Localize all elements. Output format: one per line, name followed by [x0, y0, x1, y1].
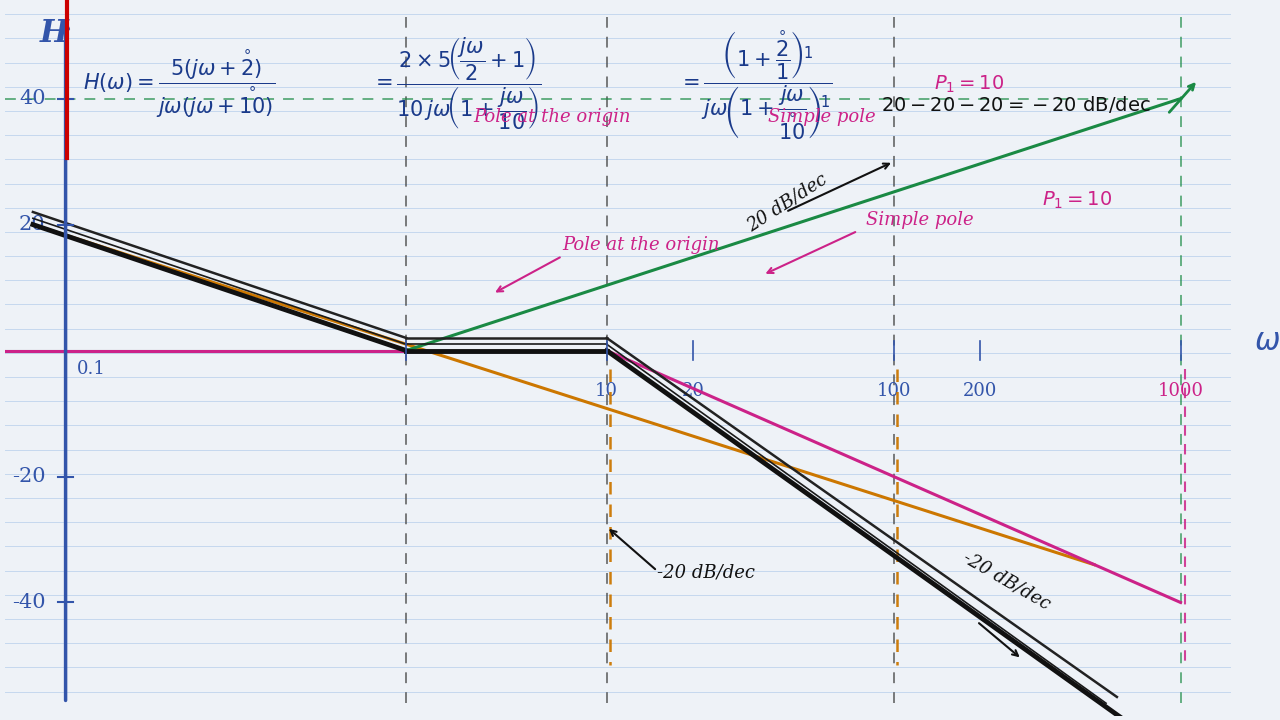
- Text: 200: 200: [963, 382, 997, 400]
- Text: $= \dfrac{\left(1+\dfrac{\overset{\circ}{2}}{1}\right)^{\!1}}{j\omega\!\left(1+\: $= \dfrac{\left(1+\dfrac{\overset{\circ}…: [678, 29, 833, 143]
- Text: -20: -20: [12, 467, 46, 486]
- Text: $H(\omega) = \dfrac{5(j\omega+\overset{\circ}{2})}{j\omega(j\omega+\overset{\cir: $H(\omega) = \dfrac{5(j\omega+\overset{\…: [83, 48, 275, 120]
- Text: Simple pole: Simple pole: [865, 210, 974, 228]
- Text: 20: 20: [19, 215, 46, 234]
- Text: -40: -40: [12, 593, 46, 612]
- Text: $P_1=10$: $P_1=10$: [1042, 189, 1112, 211]
- Text: $20 - 20 - 20 = -20\ \mathrm{dB/dec}$: $20 - 20 - 20 = -20\ \mathrm{dB/dec}$: [881, 94, 1151, 115]
- Text: $\omega$: $\omega$: [1254, 325, 1280, 356]
- Text: Pole at the origin: Pole at the origin: [562, 235, 719, 253]
- Text: 1000: 1000: [1157, 382, 1203, 400]
- Text: 40: 40: [19, 89, 46, 108]
- Text: Simple pole: Simple pole: [768, 109, 876, 127]
- Text: Pole at the origin: Pole at the origin: [474, 109, 631, 127]
- Text: 20: 20: [682, 382, 704, 400]
- Text: -20 dB/dec: -20 dB/dec: [657, 563, 755, 581]
- Text: 100: 100: [877, 382, 911, 400]
- Text: 20 dB/dec: 20 dB/dec: [744, 170, 831, 235]
- Text: H: H: [40, 18, 69, 49]
- Text: -20 dB/dec: -20 dB/dec: [960, 548, 1053, 613]
- Text: $= \dfrac{2\times5\!\left(\dfrac{j\omega}{2}+1\right)}{10\,j\omega\!\left(1+\dfr: $= \dfrac{2\times5\!\left(\dfrac{j\omega…: [371, 35, 541, 132]
- Text: 10: 10: [595, 382, 618, 400]
- Text: $P_1=10$: $P_1=10$: [934, 74, 1005, 95]
- Text: 0.1: 0.1: [77, 361, 106, 379]
